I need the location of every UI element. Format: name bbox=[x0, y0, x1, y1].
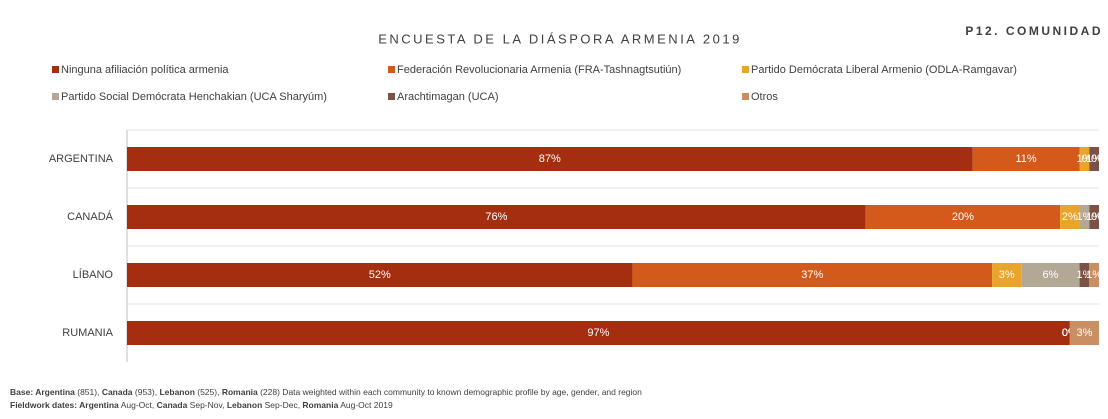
data-label: 0% bbox=[1091, 153, 1107, 165]
bar-segment bbox=[1079, 263, 1090, 287]
footnote-part: (851), bbox=[75, 387, 102, 397]
bar-segment bbox=[127, 263, 633, 287]
legend-label: Partido Demócrata Liberal Armenio (ODLA-… bbox=[751, 64, 1017, 76]
data-label: 0% bbox=[1091, 211, 1107, 223]
legend-swatch bbox=[52, 93, 59, 100]
data-label: 2% bbox=[1062, 211, 1078, 223]
footnote-part: Base: bbox=[10, 387, 35, 397]
legend-label: Partido Social Demócrata Henchakian (UCA… bbox=[61, 91, 327, 103]
bar-segment bbox=[1021, 263, 1080, 287]
bar-segment bbox=[127, 147, 973, 171]
bar-segment bbox=[992, 263, 1022, 287]
y-tick-label: LÍBANO bbox=[73, 268, 114, 281]
bar-segment bbox=[1089, 147, 1099, 171]
legend-swatch bbox=[742, 66, 749, 73]
data-label: 87% bbox=[539, 153, 561, 165]
legend-swatch bbox=[388, 93, 395, 100]
footnote-part: Argentina bbox=[35, 387, 75, 397]
chart-subtitle: P12. COMUNIDAD bbox=[965, 24, 1103, 38]
data-label: 20% bbox=[952, 211, 974, 223]
bar-segment bbox=[1089, 205, 1099, 229]
data-label: 97% bbox=[587, 327, 609, 339]
y-tick-label: ARGENTINA bbox=[49, 153, 114, 165]
footnote: Fieldwork dates: Argentina Aug-Oct, Cana… bbox=[10, 400, 393, 410]
data-label: 11% bbox=[1015, 153, 1036, 165]
data-label: 76% bbox=[485, 211, 507, 223]
footnote-part: (953), bbox=[133, 387, 160, 397]
footnote-part: Romania bbox=[222, 387, 258, 397]
bar-segment bbox=[632, 263, 993, 287]
legend-label: Federación Revolucionaria Armenia (FRA-T… bbox=[397, 64, 681, 76]
bar-segment bbox=[127, 205, 866, 229]
data-label: 6% bbox=[1042, 269, 1058, 281]
legend-label: Otros bbox=[751, 91, 778, 103]
data-label: 52% bbox=[369, 269, 391, 281]
footnote-part: Sep-Dec, bbox=[262, 400, 302, 410]
footnote-part: Aug-Oct, bbox=[119, 400, 157, 410]
data-label: 1% bbox=[1086, 211, 1102, 223]
data-label: 1% bbox=[1086, 153, 1102, 165]
bar-segment bbox=[972, 147, 1080, 171]
footnote-part: Sep-Nov, bbox=[187, 400, 227, 410]
y-tick-label: RUMANIA bbox=[62, 327, 113, 339]
legend-label: Ninguna afiliación política armenia bbox=[61, 64, 229, 76]
chart-title: ENCUESTA DE LA DIÁSPORA ARMENIA 2019 bbox=[378, 31, 742, 46]
data-label: 3% bbox=[999, 269, 1015, 281]
footnote: Base: Argentina (851), Canada (953), Leb… bbox=[10, 387, 642, 397]
bar-segment bbox=[865, 205, 1061, 229]
data-label: 1% bbox=[1086, 269, 1102, 281]
footnote-part: (228) Data weighted within each communit… bbox=[258, 387, 642, 397]
footnote-part: Canada bbox=[102, 387, 133, 397]
footnote-part: Lebanon bbox=[227, 400, 262, 410]
y-tick-label: CANADÁ bbox=[67, 210, 114, 223]
data-label: 1% bbox=[1076, 153, 1092, 165]
footnote-part: Canada bbox=[157, 400, 188, 410]
footnote-part: Aug-Oct 2019 bbox=[338, 400, 393, 410]
data-label: 1% bbox=[1076, 269, 1092, 281]
data-label: 3% bbox=[1076, 327, 1092, 339]
bar-segment bbox=[1060, 205, 1080, 229]
legend-swatch bbox=[52, 66, 59, 73]
bar-segment bbox=[1069, 321, 1099, 345]
data-label: 37% bbox=[801, 269, 823, 281]
footnote-part: (525), bbox=[195, 387, 222, 397]
bar-segment bbox=[1079, 147, 1090, 171]
legend-label: Arachtimagan (UCA) bbox=[397, 91, 498, 103]
bar-segment bbox=[1079, 205, 1090, 229]
footnote-part: Romania bbox=[302, 400, 338, 410]
footnote-part: Lebanon bbox=[159, 387, 194, 397]
legend-swatch bbox=[388, 66, 395, 73]
bar-segment bbox=[1089, 263, 1099, 287]
legend-swatch bbox=[742, 93, 749, 100]
bar-segment bbox=[127, 321, 1070, 345]
data-label: 1% bbox=[1076, 211, 1092, 223]
footnote-part: Fieldwork dates: Argentina bbox=[10, 400, 119, 410]
